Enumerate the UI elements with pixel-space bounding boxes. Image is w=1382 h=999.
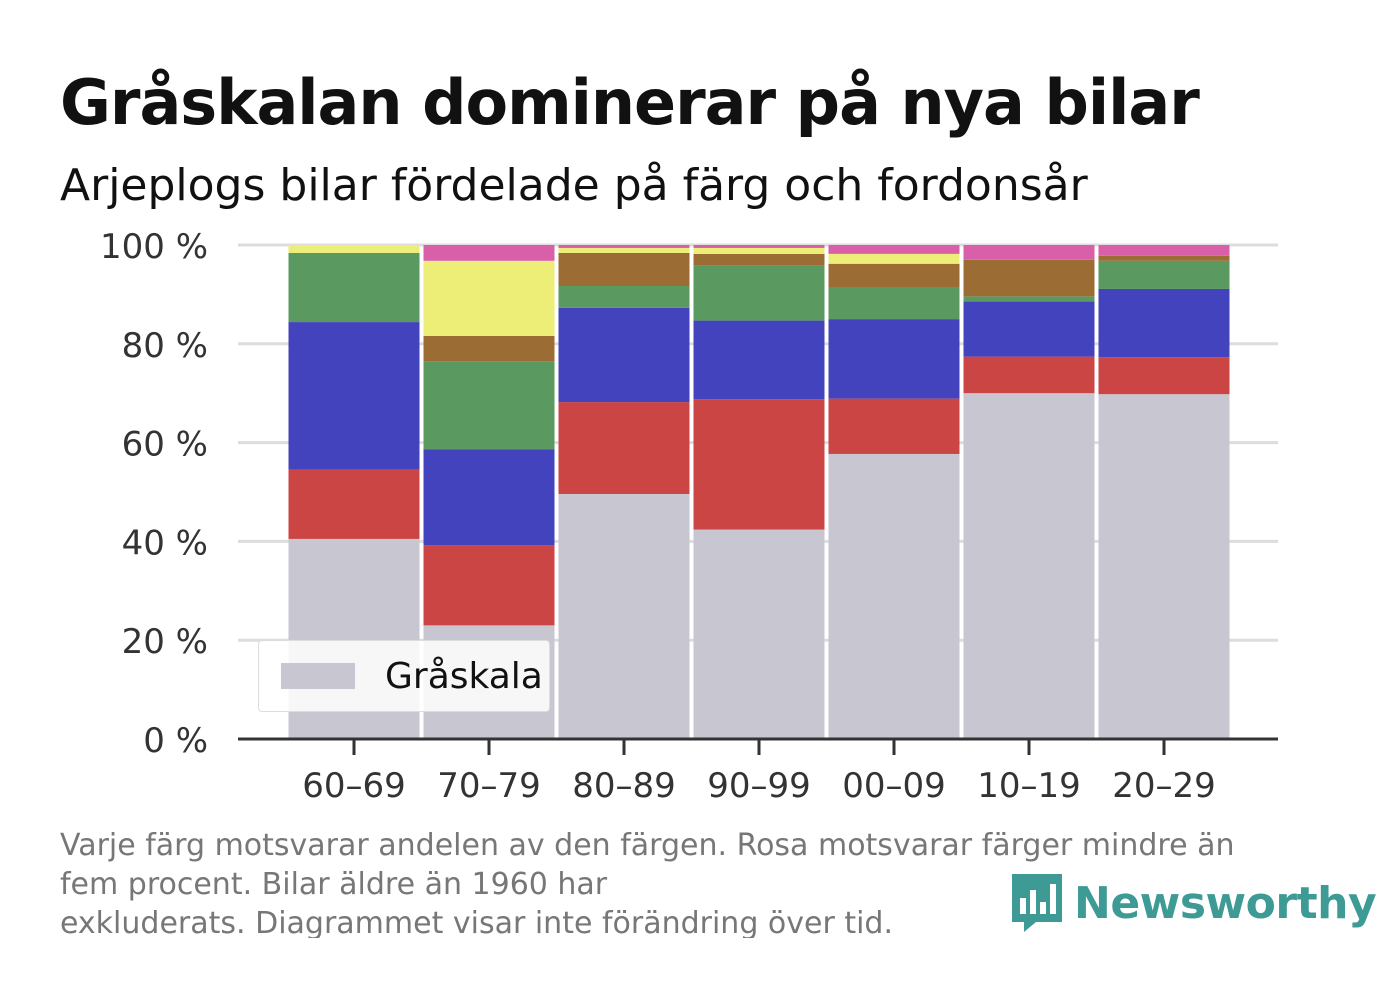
footnote-line-3: exkluderats. Diagrammet visar inte förän… [60, 906, 894, 938]
x-tick-label: 10–19 [977, 766, 1081, 806]
bar-segment [423, 545, 555, 626]
legend-label-graskala: Gråskala [385, 655, 543, 697]
bar-segment [558, 247, 690, 253]
brand-name: Newsworthy [1074, 877, 1377, 929]
bar-segment [693, 253, 825, 266]
bar-segment [558, 307, 690, 403]
bar-segment [423, 335, 555, 362]
bar-segment [963, 356, 1095, 394]
bar-segment [1098, 260, 1230, 289]
bar-segment [828, 263, 960, 287]
y-tick-label: 60 % [122, 425, 208, 465]
bar-segment [828, 286, 960, 320]
bar-segment [558, 252, 690, 287]
bar-segment [963, 301, 1095, 357]
x-tick-label: 80–89 [572, 766, 676, 806]
bar-segment [288, 252, 420, 323]
bar-segment [828, 453, 960, 739]
brand-logo: Newsworthy [1010, 872, 1377, 934]
bar-segment [1098, 245, 1230, 256]
bar-segment [558, 493, 690, 739]
bar-segment [963, 296, 1095, 302]
footnote-line-1: Varje färg motsvarar andelen av den färg… [60, 828, 1235, 863]
bar-segment [1098, 357, 1230, 395]
bar-segment [1098, 255, 1230, 261]
bar-segment [1098, 288, 1230, 358]
bar-segment [963, 259, 1095, 297]
bar-segment [558, 402, 690, 494]
x-tick-label: 70–79 [437, 766, 541, 806]
chart-subtitle: Arjeplogs bilar fördelade på färg och fo… [60, 160, 1088, 211]
bar-segment [288, 245, 420, 253]
legend: Gråskala [258, 640, 550, 712]
bar-segment [423, 361, 555, 450]
bar-segment [693, 265, 825, 321]
bar-segment [288, 322, 420, 470]
x-axis: 60–69 70–79 80–89 90–99 00–09 10–19 20–29 [238, 737, 1278, 806]
x-tick-label: 90–99 [707, 766, 811, 806]
bar-segment [693, 399, 825, 530]
footnote: Varje färg motsvarar andelen av den färg… [60, 826, 1300, 938]
bar-segment [558, 286, 690, 308]
bar-segment [693, 320, 825, 400]
bar-segment [963, 245, 1095, 260]
bar-segment [828, 398, 960, 454]
y-axis: 0 % 20 % 40 % 60 % 80 % 100 % [100, 227, 208, 761]
y-tick-label: 100 % [100, 227, 208, 267]
bar-segment [693, 245, 825, 248]
chart-title: Gråskalan dominerar på nya bilar [60, 66, 1200, 139]
bar-segment [423, 449, 555, 546]
x-tick-label: 00–09 [842, 766, 946, 806]
bar-segment [558, 245, 690, 248]
y-tick-label: 20 % [122, 622, 208, 662]
y-tick-label: 80 % [122, 326, 208, 366]
footnote-line-2: fem procent. Bilar äldre än 1960 har [60, 867, 608, 902]
x-tick-label: 60–69 [302, 766, 406, 806]
y-tick-label: 0 % [143, 721, 208, 761]
bar-segment [1098, 394, 1230, 739]
bar-segment [828, 245, 960, 254]
bar-segment [693, 247, 825, 254]
y-tick-label: 40 % [122, 523, 208, 563]
legend-swatch-graskala [281, 663, 355, 689]
bar-segment [423, 260, 555, 336]
bar-segment [288, 469, 420, 539]
bar-segment [828, 319, 960, 399]
bar-segment [693, 529, 825, 739]
bar-segment [963, 393, 1095, 739]
newsworthy-bar-chart-icon [1012, 874, 1062, 932]
bar-segment [828, 253, 960, 264]
bar-segment [423, 245, 555, 261]
x-tick-label: 20–29 [1112, 766, 1216, 806]
